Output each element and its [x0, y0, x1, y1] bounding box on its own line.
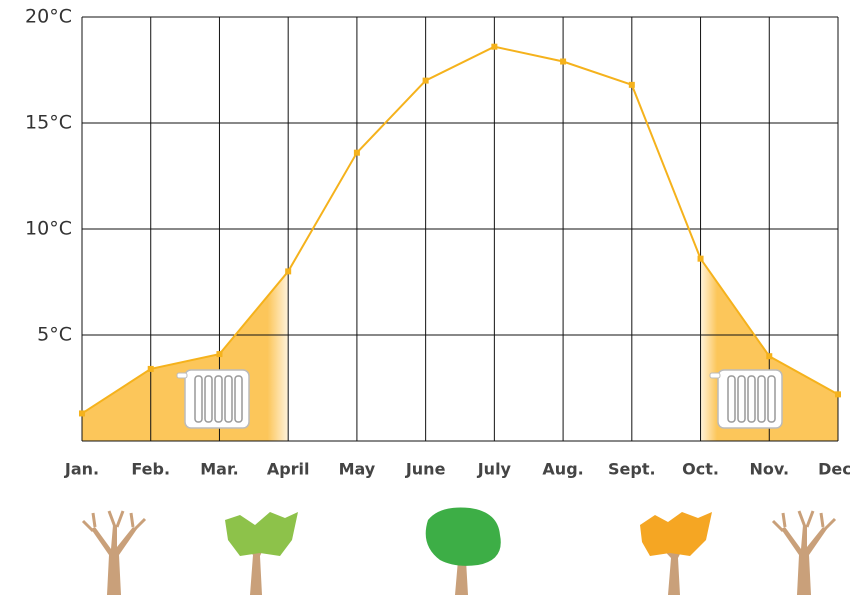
x-tick-label: June	[405, 460, 446, 479]
x-tick-label: Oct.	[682, 460, 719, 479]
chart: 5°C 10°C 15°C 20°C Jan. Feb. Mar. April May June J…	[0, 0, 850, 598]
point-marker	[629, 82, 635, 88]
x-tick-label: May	[339, 460, 376, 479]
point-marker	[285, 268, 291, 274]
x-tick-label: April	[267, 460, 310, 479]
x-tick-label: Mar.	[200, 460, 238, 479]
point-marker	[216, 351, 222, 357]
point-marker	[835, 391, 841, 397]
x-tick-label: July	[477, 460, 512, 479]
x-tick-label: Sept.	[608, 460, 656, 479]
x-tick-label: Jan.	[64, 460, 99, 479]
x-tick-label: Aug.	[542, 460, 583, 479]
point-marker	[560, 59, 566, 65]
season-trees	[83, 508, 835, 596]
y-tick-label: 15°C	[25, 112, 72, 134]
point-marker	[423, 78, 429, 84]
radiator-icon	[177, 370, 249, 428]
point-marker	[354, 150, 360, 156]
point-marker	[148, 366, 154, 372]
point-marker	[766, 353, 772, 359]
x-tick-label: Dec.	[818, 460, 850, 479]
x-tick-label: Nov.	[749, 460, 789, 479]
y-tick-label: 20°C	[25, 6, 72, 28]
point-marker	[491, 44, 497, 50]
point-marker	[698, 256, 704, 262]
x-tick-label: Feb.	[131, 460, 170, 479]
radiator-icon	[710, 370, 782, 428]
y-tick-label: 10°C	[25, 218, 72, 240]
y-tick-label: 5°C	[37, 324, 72, 346]
point-marker	[79, 410, 85, 416]
